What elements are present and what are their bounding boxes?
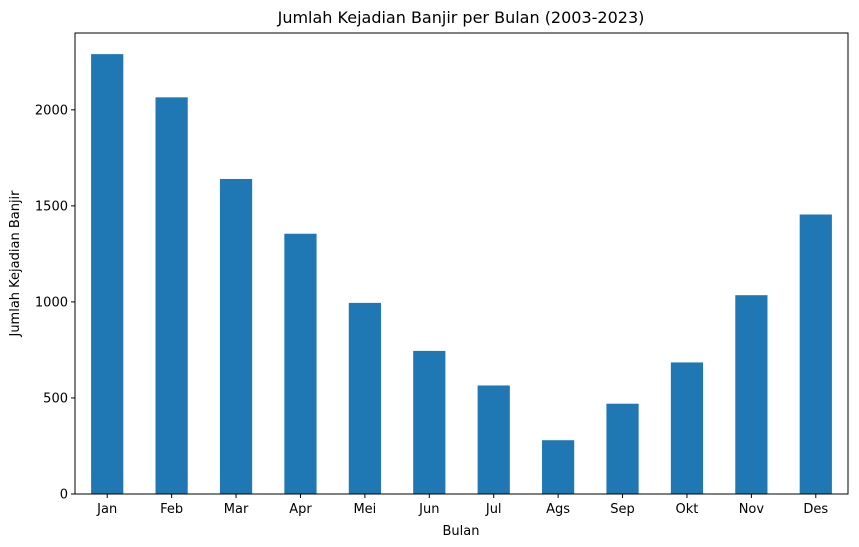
y-tick-label: 500 <box>43 391 68 406</box>
y-tick-label: 1000 <box>35 295 68 310</box>
y-tick-label: 2000 <box>35 103 68 118</box>
bar-des <box>799 214 832 495</box>
bar-okt <box>670 362 704 494</box>
x-tick-label: Okt <box>676 502 699 517</box>
bars-group <box>91 54 832 495</box>
bar-jun <box>413 350 446 494</box>
bar-sep <box>606 403 639 494</box>
x-tick-label: Feb <box>160 502 183 517</box>
y-tick-label: 1500 <box>35 199 68 214</box>
plot-frame <box>74 32 849 495</box>
y-axis-title: Jumlah Kejadian Banjir <box>8 190 23 338</box>
bar-ags <box>542 440 575 494</box>
bar-mar <box>219 178 253 494</box>
x-tick-label: Jan <box>96 502 117 517</box>
x-tick-label: Nov <box>739 502 765 517</box>
bar-nov <box>735 295 768 494</box>
x-axis-title: Bulan <box>443 524 480 539</box>
x-tick-label: Mar <box>224 502 249 517</box>
bar-mei <box>348 302 381 494</box>
x-tick-label: Des <box>803 502 828 517</box>
x-tick-label: Mei <box>353 502 376 517</box>
chart-title: Jumlah Kejadian Banjir per Bulan (2003-2… <box>277 8 645 27</box>
bar-jul <box>477 385 510 494</box>
y-tick-label: 0 <box>60 488 68 503</box>
x-tick-label: Jul <box>485 502 502 517</box>
bar-jan <box>91 54 124 495</box>
x-tick-label: Ags <box>546 502 570 517</box>
y-axis-ticks: 0 500 1000 1500 2000 <box>35 103 75 503</box>
bar-apr <box>284 233 317 494</box>
x-tick-label: Jun <box>418 502 439 517</box>
x-axis-ticks: Jan Feb Mar Apr Mei Jun Jul Ags Sep Okt Nov Des <box>96 494 828 517</box>
x-tick-label: Apr <box>289 502 312 517</box>
bar-feb <box>155 97 188 495</box>
x-tick-label: Sep <box>610 502 635 517</box>
